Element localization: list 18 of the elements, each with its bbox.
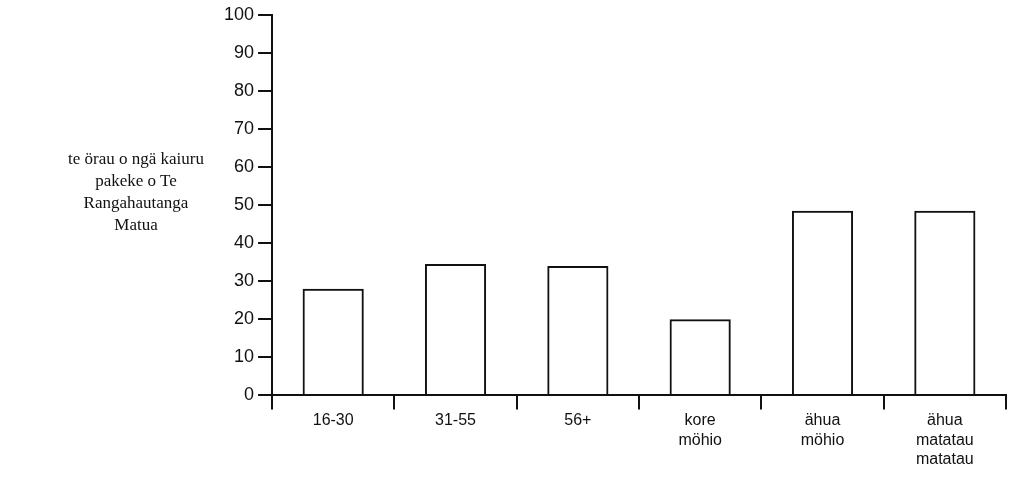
x-tick-label: 56+ — [564, 411, 592, 429]
y-tick-label: 30 — [234, 270, 255, 291]
y-tick-label: 90 — [234, 41, 255, 62]
y-tick-label: 100 — [223, 3, 255, 24]
y-tick-label: 60 — [234, 156, 255, 177]
x-tick-label: 16-30 — [312, 411, 354, 429]
y-tick-label: 20 — [234, 308, 255, 329]
y-tick-label: 10 — [234, 346, 255, 367]
y-tick-label: 50 — [234, 194, 255, 215]
y-tick-label: 0 — [244, 384, 255, 405]
x-tick-label: kore möhio — [678, 411, 723, 448]
x-tick-label: ähua matatau matatau — [915, 411, 974, 467]
y-axis-title: te örau o ngä kaiuru pakeke o Te Rangahautanga Matua — [67, 148, 205, 236]
x-tick-label: ähua möhio — [800, 411, 845, 448]
y-tick-label: 70 — [234, 117, 255, 138]
y-tick-label: 80 — [234, 79, 255, 100]
y-tick-label: 40 — [234, 232, 255, 253]
x-tick-label: 31-55 — [435, 411, 477, 429]
